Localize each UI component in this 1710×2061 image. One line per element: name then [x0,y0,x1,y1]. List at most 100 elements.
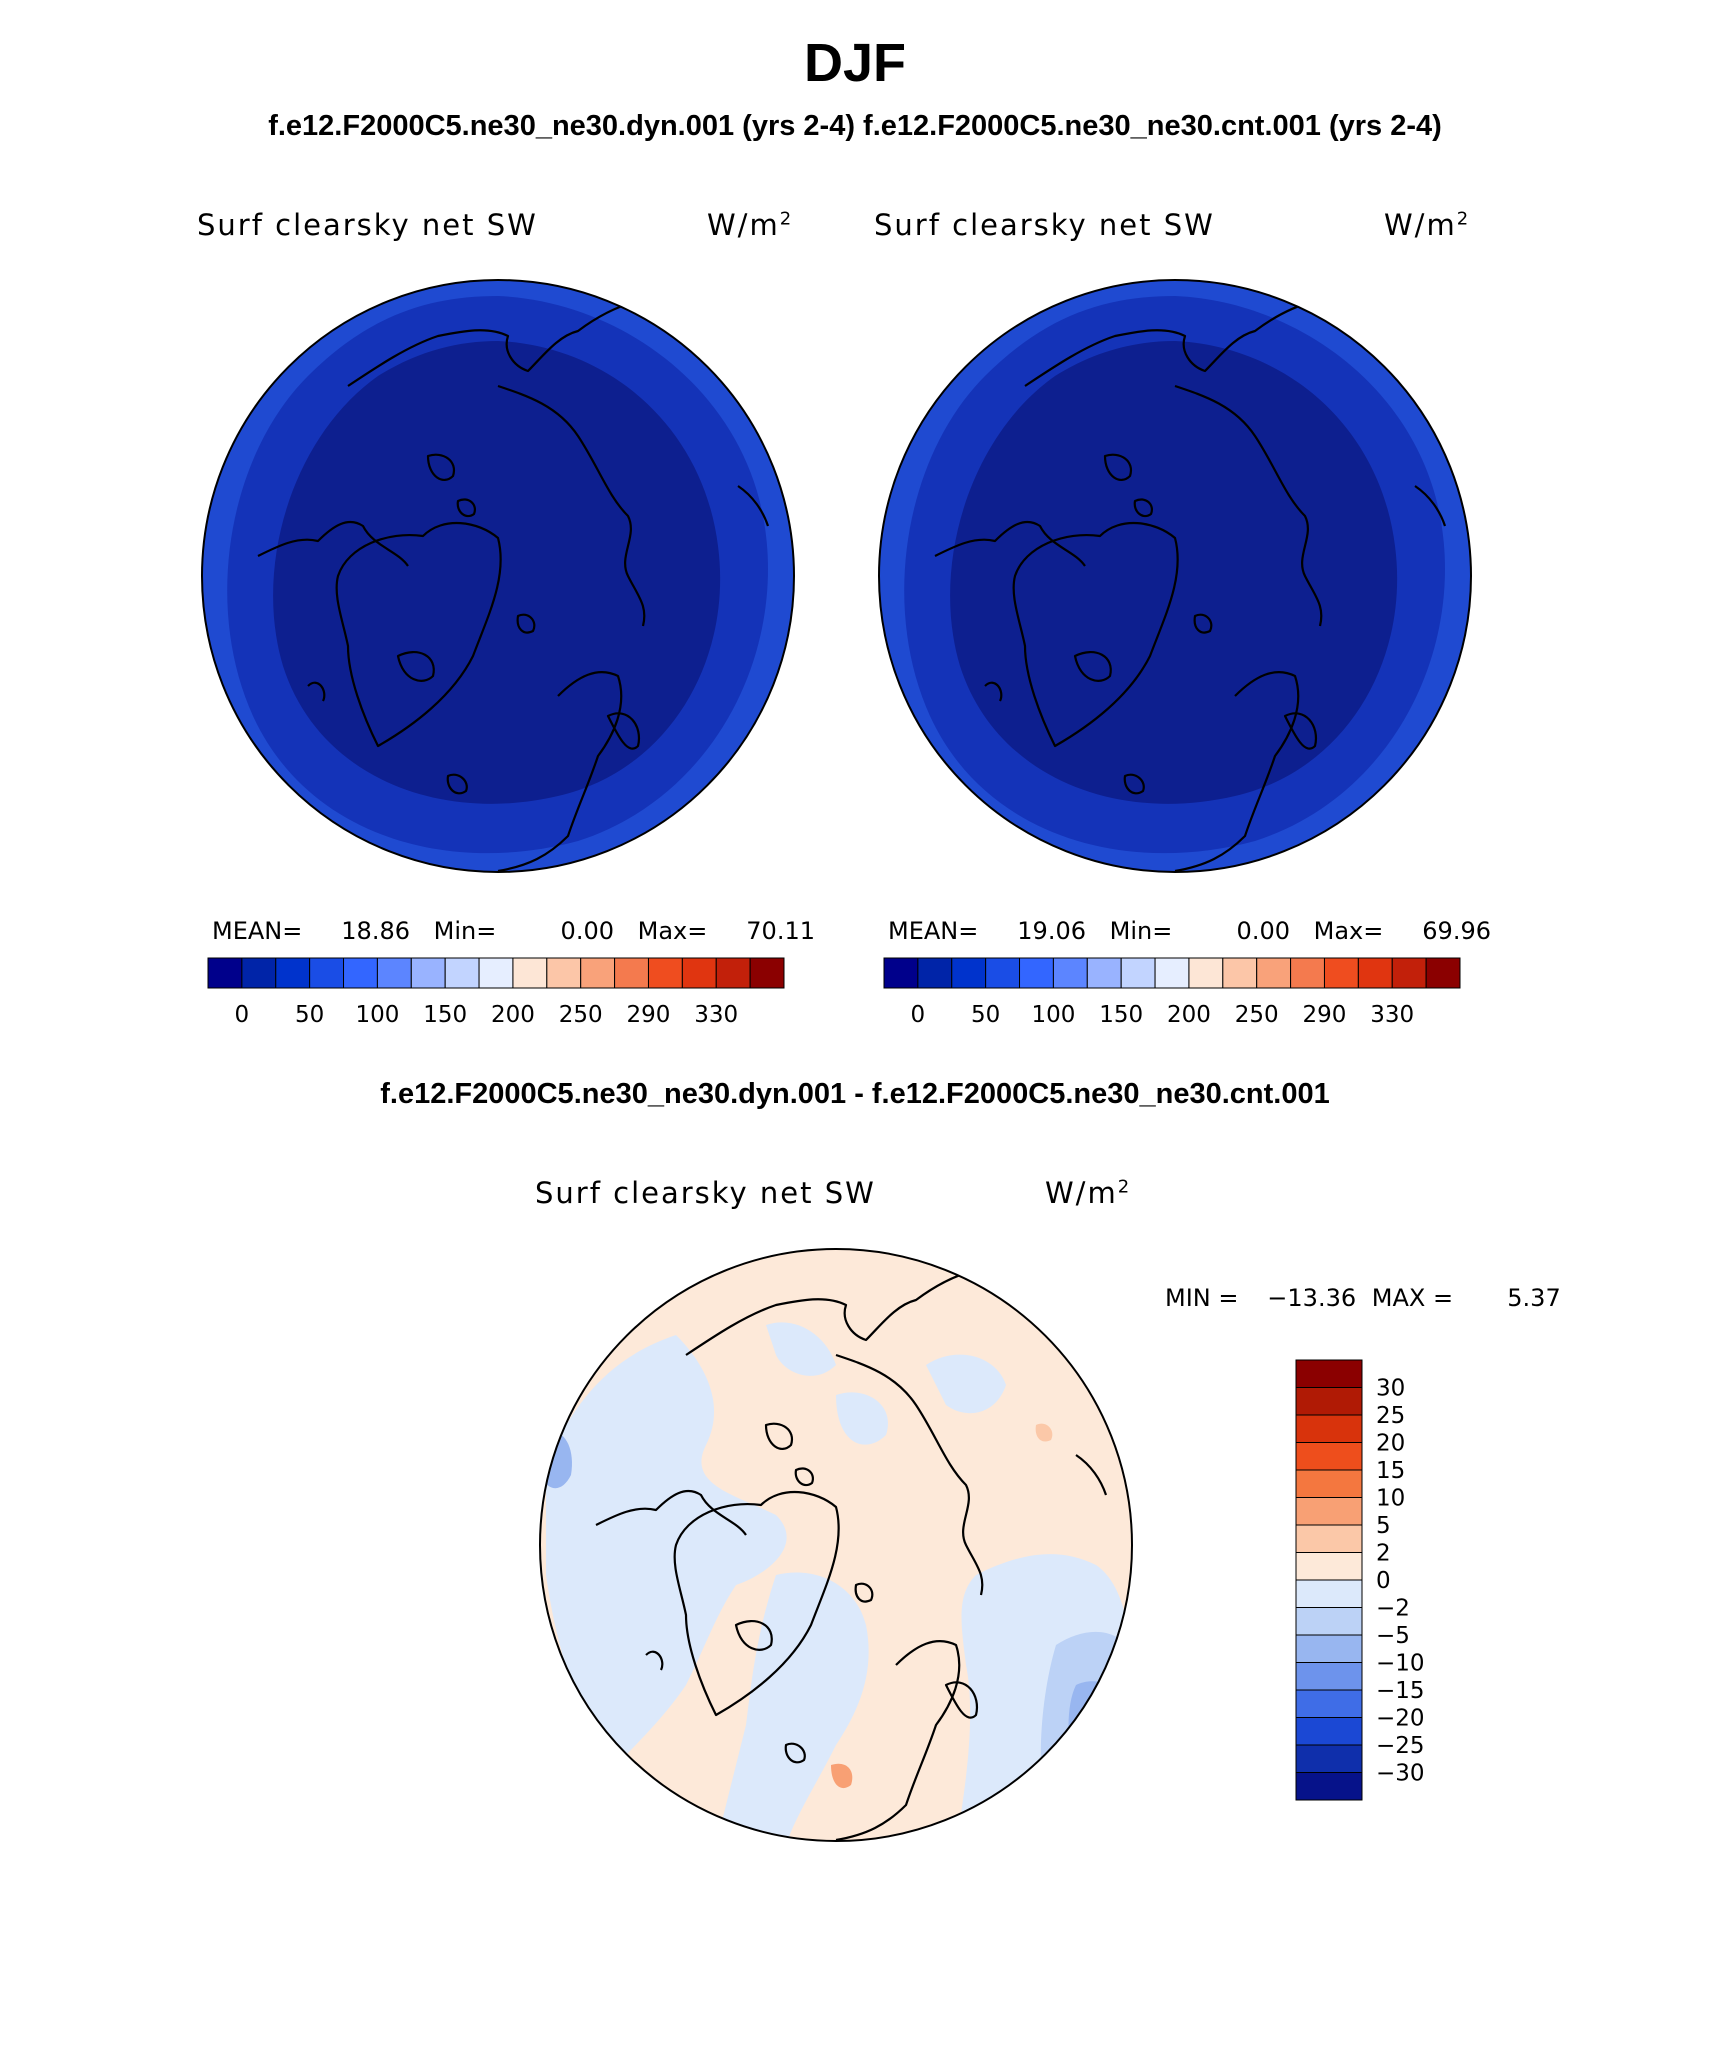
diff-field-positive-spot2 [1035,1423,1053,1442]
diff-colorbar-box [1295,1607,1363,1636]
diff-colorbar-tick-label: −10 [1376,1651,1425,1677]
panel2-colorbar-tick-label: 0 [911,1002,926,1028]
panel1-colorbar-tick-label: 100 [355,1002,399,1028]
diff-map-border [539,1248,1133,1842]
panel2-colorbar-box [1290,957,1325,989]
panel2-colorbar-tick-label: 50 [971,1002,1000,1028]
diff-colorbar-tick-label: 10 [1376,1486,1405,1512]
panel1-variable-label: Surf clearsky net SW [197,208,538,242]
panel2-colorbar-box [951,957,987,989]
panel2-colorbar-box [1154,957,1190,989]
panel1-colorbar-box [647,957,683,989]
diff-colorbar-tick-label: 25 [1376,1403,1405,1429]
panel1-colorbar-box [410,957,446,989]
panel1-colorbar-box [241,957,277,989]
panel2-colorbar-tick-label: 250 [1235,1002,1279,1028]
diff-colorbar-box [1295,1387,1363,1416]
panel2-mean-value: 19.06 [1017,917,1086,945]
diff-colorbar-box [1295,1689,1363,1718]
panel2-map-border [878,279,1472,873]
panel1-colorbar-box [580,957,616,989]
panel1-colorbar-box [376,957,412,989]
diff-colorbar-box [1295,1662,1363,1691]
diff-colorbar-box [1295,1579,1363,1608]
panel1-colorbar-tick-label: 200 [491,1002,535,1028]
panel2-polar-map [878,279,1472,873]
diff-colorbar-tick-label: 15 [1376,1458,1405,1484]
panel1-colorbar-tick-label: 150 [423,1002,467,1028]
panel2-colorbar-box [1019,957,1054,989]
diff-colorbar-box [1295,1552,1363,1581]
diff-colorbar-tick-label: 2 [1376,1541,1391,1567]
panel2-min-label: Min= [1109,917,1173,945]
diff-stats: MIN = −13.36 MAX = 5.37 [1165,1284,1561,1312]
panel2-min-value: 0.00 [1236,917,1290,945]
diff-field-negative-west [546,1335,787,1765]
diff-max-label: MAX = [1371,1284,1454,1312]
panel1-colorbar-box [614,957,649,989]
panel1-units-label: W/m2 [707,208,794,242]
difference-subtitle: f.e12.F2000C5.ne30_ne30.dyn.001 - f.e12.… [380,1078,1330,1110]
diff-colorbar-box [1295,1414,1363,1443]
panel2-coastlines [934,299,1447,872]
panel2-max-value: 69.96 [1422,917,1491,945]
panel2-colorbar-tick-label: 200 [1167,1002,1211,1028]
panel2-colorbar-box [1256,957,1292,989]
diff-field-negative-east2 [1040,1632,1132,1805]
panel2-colorbar-box [917,957,953,989]
panel1-colorbar-box [546,957,582,989]
panel1-colorbar-box [749,957,785,989]
diff-max-value: 5.37 [1507,1284,1561,1312]
diff-colorbar-box [1295,1497,1363,1526]
diff-units-label: W/m2 [1045,1176,1132,1210]
panel1-colorbar-box [275,957,311,989]
diff-colorbar-tick-label: −20 [1376,1706,1425,1732]
panel1-colorbar-tick-label: 330 [694,1002,738,1028]
panel2-colorbar-box [985,957,1021,989]
horizontal-colorbars: 0 50 100 150 200 250 290 330 0 50 100 150 200 250 290… [207,957,1461,1028]
panel1-field-inner [273,341,721,804]
panel1-colorbar-box [343,957,378,989]
diff-colorbar-tick-label: 30 [1376,1376,1405,1402]
panel2-colorbar: 0 50 100 150 200 250 290 330 [883,957,1461,1028]
diff-colorbar-box [1295,1359,1363,1388]
panel2-colorbar-tick-label: 100 [1031,1002,1075,1028]
panel1-colorbar-tick-label: 250 [559,1002,603,1028]
panel2-colorbar-box [1357,957,1393,989]
diff-colorbar-tick-label: 5 [1376,1513,1391,1539]
panel1-polar-map [201,279,795,873]
panel1-min-label: Min= [433,917,497,945]
panel1-colorbar-box [478,957,514,989]
panel1-colorbar-tick-label: 0 [235,1002,250,1028]
panel2-colorbar-box [1120,957,1156,989]
diff-field-negative-east [956,1554,1130,1841]
diff-polar-map [539,1248,1133,1842]
panel2-colorbar-tick-label: 150 [1099,1002,1143,1028]
panel1-colorbar: 0 50 100 150 200 250 290 330 [207,957,785,1028]
diff-colorbar-tick-label: 0 [1376,1568,1391,1594]
diff-colorbar-box [1295,1469,1363,1498]
panel1-colorbar-box [207,957,243,989]
panel2-colorbar-box [1052,957,1088,989]
diff-field-negative-east3 [1068,1681,1131,1775]
panel2-max-label: Max= [1313,917,1384,945]
panel1-mean-label: MEAN= [212,917,303,945]
panel2-colorbar-box [1222,957,1258,989]
diff-colorbar-tick-label: −25 [1376,1733,1425,1759]
diff-colorbar-tick-label: −5 [1376,1623,1410,1649]
diff-colorbar-tick-label: −15 [1376,1678,1425,1704]
panel1-colorbar-tick-label: 290 [627,1002,671,1028]
panel1-map-border [201,279,795,873]
panel1-colorbar-tick-label: 50 [295,1002,324,1028]
diff-min-label: MIN = [1165,1284,1239,1312]
figure-title: DJF [803,33,906,93]
panel1-colorbar-box [715,957,751,989]
panel2-colorbar-box [1188,957,1224,989]
panel2-colorbar-box [1086,957,1122,989]
diff-colorbar-box [1295,1634,1363,1663]
diff-colorbar-tick-label: −30 [1376,1761,1425,1787]
panel2-units-label: W/m2 [1384,208,1471,242]
diff-coastlines [595,1268,1108,1841]
panel1-max-value: 70.11 [746,917,815,945]
